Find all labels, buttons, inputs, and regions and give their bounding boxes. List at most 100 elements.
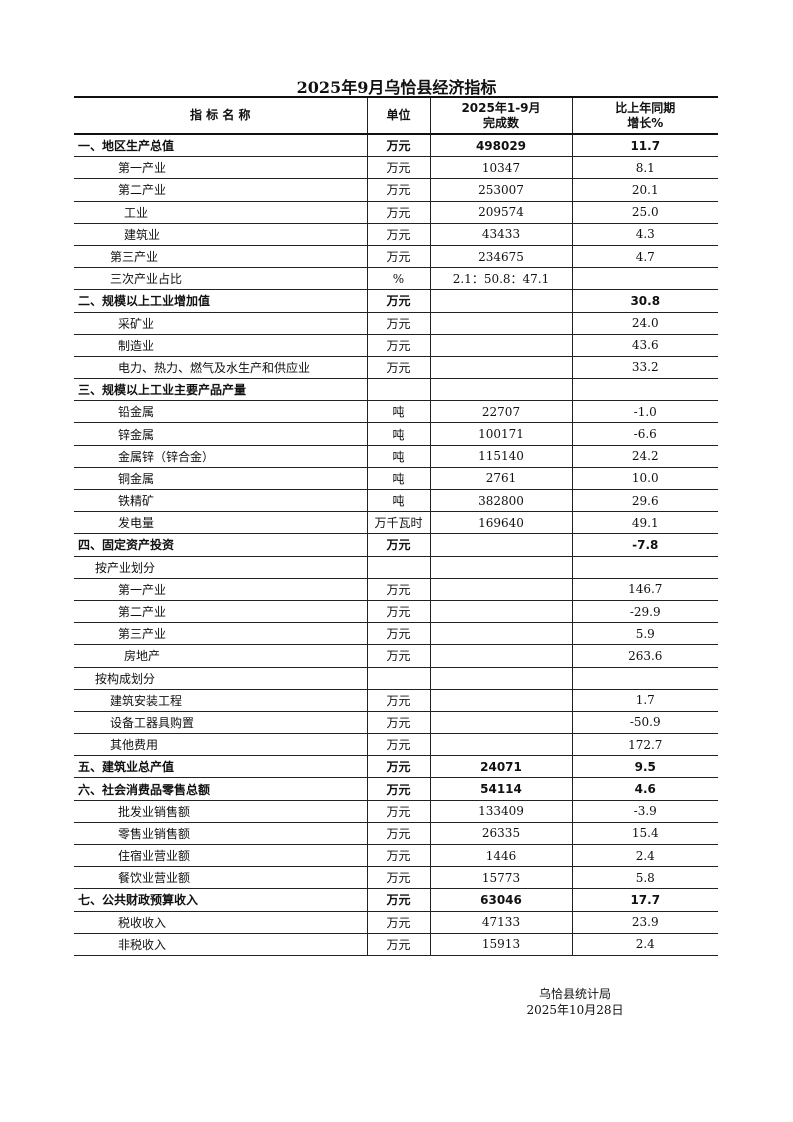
indicator-name: 二、规模以上工业增加值 <box>74 289 367 313</box>
table-row: 制造业 万元 43.6 <box>74 334 718 357</box>
unit-cell: 吨 <box>366 445 430 468</box>
value-cell <box>429 689 572 712</box>
indicator-name: 铜金属 <box>74 467 367 491</box>
growth-cell: 25.0 <box>571 201 718 224</box>
issuer: 乌恰县统计局 <box>538 987 611 1001</box>
table-row: 第二产业 万元 -29.9 <box>74 600 718 624</box>
unit-cell: 万元 <box>366 800 430 823</box>
indicator-name: 税收收入 <box>74 911 367 934</box>
indicator-name: 一、地区生产总值 <box>74 134 367 158</box>
indicator-name: 非税收入 <box>74 933 367 956</box>
value-cell: 382800 <box>429 489 572 513</box>
unit-cell: 万元 <box>366 134 430 158</box>
unit-cell: 万元 <box>366 711 430 735</box>
indicator-name: 按构成划分 <box>74 667 367 690</box>
unit-cell: 万元 <box>366 156 430 180</box>
table-row: 铅金属吨 22707 -1.0 <box>74 400 718 424</box>
indicator-name: 三次产业占比 <box>74 267 367 291</box>
growth-cell <box>571 667 718 690</box>
indicator-name: 住宿业营业额 <box>74 844 367 868</box>
unit-cell: 万元 <box>366 644 430 668</box>
value-cell <box>429 334 572 357</box>
value-cell: 1446 <box>429 844 572 868</box>
header-value: 2025年1-9月 完成数 <box>429 96 572 135</box>
indicator-name: 制造业 <box>74 334 367 357</box>
value-cell <box>429 600 572 624</box>
section-row: 二、规模以上工业增加值 万元 30.8 <box>74 289 718 313</box>
indicator-name: 四、固定资产投资 <box>74 533 367 557</box>
table-row: 非税收入 万元 15913 2.4 <box>74 933 718 956</box>
header-value-line1: 2025年1-9月 <box>461 100 541 115</box>
indicator-name: 电力、热力、燃气及水生产和供应业 <box>74 356 367 380</box>
growth-cell: 4.7 <box>571 245 718 269</box>
table-row: 建筑业 万元 43433 4.3 <box>74 223 718 246</box>
value-cell <box>429 644 572 668</box>
value-cell <box>429 556 572 579</box>
value-cell: 22707 <box>429 400 572 424</box>
indicator-name: 设备工器具购置 <box>74 711 367 735</box>
growth-cell: 4.6 <box>571 777 718 801</box>
table-row: 发电量 万千瓦时 169640 49.1 <box>74 511 718 535</box>
value-cell: 47133 <box>429 911 572 934</box>
indicator-name: 铅金属 <box>74 400 367 424</box>
value-cell <box>429 533 572 557</box>
value-cell <box>429 312 572 335</box>
growth-cell: 33.2 <box>571 356 718 380</box>
section-row: 三、规模以上工业主要产品产量 <box>74 378 718 402</box>
growth-cell: 11.7 <box>571 134 718 158</box>
value-cell <box>429 578 572 601</box>
table-row: 采矿业 万元 24.0 <box>74 312 718 335</box>
indicator-name: 批发业销售额 <box>74 800 367 823</box>
table-row: 电力、热力、燃气及水生产和供应业 万元 33.2 <box>74 356 718 380</box>
unit-cell: 吨 <box>366 467 430 491</box>
table-row: 第一产业 万元 146.7 <box>74 578 718 601</box>
value-cell: 15913 <box>429 933 572 956</box>
table-row: 三次产业占比% 2.1：50.8：47.1 <box>74 267 718 291</box>
value-cell: 133409 <box>429 800 572 823</box>
value-cell <box>429 711 572 735</box>
unit-cell: 万元 <box>366 733 430 757</box>
table-row: 住宿业营业额 万元 1446 2.4 <box>74 844 718 868</box>
indicator-table: 指 标 名 称 单位 2025年1-9月 完成数 比上年同期 增长% 一、地区生… <box>74 96 718 956</box>
indicator-name: 建筑业 <box>74 223 367 246</box>
growth-cell: 1.7 <box>571 689 718 712</box>
value-cell <box>429 378 572 402</box>
value-cell <box>429 356 572 380</box>
unit-cell: 万元 <box>366 600 430 624</box>
table-row: 建筑安装工程 万元 1.7 <box>74 689 718 712</box>
growth-cell: 172.7 <box>571 733 718 757</box>
indicator-name: 第三产业 <box>74 622 367 646</box>
value-cell: 115140 <box>429 445 572 468</box>
growth-cell: 20.1 <box>571 178 718 202</box>
value-cell: 253007 <box>429 178 572 202</box>
unit-cell: 万元 <box>366 777 430 801</box>
page-title: 2025年9月乌恰县经济指标 <box>296 78 497 97</box>
unit-cell: % <box>366 267 430 291</box>
table-row: 第三产业 万元 234675 4.7 <box>74 245 718 269</box>
unit-cell: 万元 <box>366 312 430 335</box>
value-cell: 24071 <box>429 755 572 779</box>
indicator-name: 五、建筑业总产值 <box>74 755 367 779</box>
indicator-name: 第一产业 <box>74 578 367 601</box>
unit-cell: 万千瓦时 <box>366 511 430 535</box>
header-growth: 比上年同期 增长% <box>571 96 718 135</box>
indicator-name: 七、公共财政预算收入 <box>74 888 367 912</box>
header-growth-line2: 增长% <box>627 115 664 130</box>
growth-cell: -1.0 <box>571 400 718 424</box>
growth-cell: 8.1 <box>571 156 718 180</box>
value-cell: 26335 <box>429 822 572 846</box>
table-row: 批发业销售额 万元 133409 -3.9 <box>74 800 718 823</box>
unit-cell: 万元 <box>366 866 430 890</box>
growth-cell: 5.9 <box>571 622 718 646</box>
unit-cell: 万元 <box>366 334 430 357</box>
table-row: 设备工器具购置 万元 -50.9 <box>74 711 718 735</box>
section-row: 四、固定资产投资 万元 -7.8 <box>74 533 718 557</box>
value-cell: 63046 <box>429 888 572 912</box>
unit-cell: 万元 <box>366 689 430 712</box>
unit-cell: 万元 <box>366 245 430 269</box>
growth-cell: 24.0 <box>571 312 718 335</box>
value-cell <box>429 667 572 690</box>
unit-cell: 万元 <box>366 356 430 380</box>
unit-cell: 吨 <box>366 422 430 446</box>
unit-cell: 万元 <box>366 888 430 912</box>
